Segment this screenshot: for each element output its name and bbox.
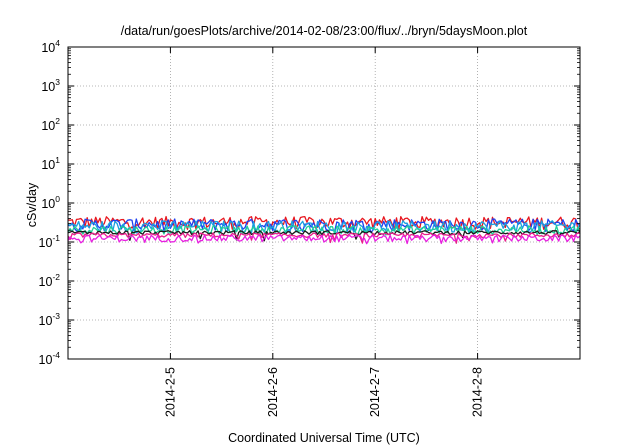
y-tick-base: 10: [39, 353, 53, 367]
y-tick-label: 10-3: [39, 311, 61, 328]
x-axis-label: Coordinated Universal Time (UTC): [228, 431, 420, 445]
x-tick-label: 2014-2-6: [266, 367, 280, 417]
y-tick-base: 10: [39, 275, 53, 289]
y-tick-label: 10-1: [39, 233, 61, 250]
y-tick-exponent: -3: [52, 311, 60, 321]
y-tick-base: 10: [41, 119, 55, 133]
y-tick-base: 10: [39, 236, 53, 250]
x-tick-label: 2014-2-5: [163, 367, 177, 417]
y-tick-exponent: -1: [52, 233, 60, 243]
y-tick-base: 10: [41, 80, 55, 94]
x-ticks: 2014-2-5 2014-2-6 2014-2-7 2014-2-8: [163, 47, 485, 417]
x-tick-label: 2014-2-7: [368, 367, 382, 417]
series-line: [67, 220, 581, 235]
y-tick-label: 101: [41, 155, 60, 172]
y-tick-exponent: 2: [55, 116, 60, 126]
y-tick-label: 100: [41, 194, 60, 211]
y-tick-label: 104: [41, 38, 60, 55]
y-tick-exponent: 3: [55, 77, 60, 87]
y-tick-base: 10: [39, 314, 53, 328]
y-tick-base: 10: [41, 158, 55, 172]
y-tick-label: 102: [41, 116, 60, 133]
series-layer: [67, 215, 581, 245]
series-line: [67, 232, 581, 244]
y-tick-exponent: 4: [55, 38, 60, 48]
y-tick-base: 10: [41, 197, 55, 211]
x-tick-label: 2014-2-8: [471, 367, 485, 417]
y-tick-base: 10: [41, 41, 55, 55]
y-tick-exponent: 1: [55, 155, 60, 165]
y-tick-exponent: 0: [55, 194, 60, 204]
y-tick-exponent: -2: [52, 272, 60, 282]
y-tick-label: 10-4: [39, 350, 61, 367]
chart-title: /data/run/goesPlots/archive/2014-02-08/2…: [121, 24, 528, 38]
grid: [68, 47, 580, 359]
y-tick-label: 10-2: [39, 272, 61, 289]
y-axis-label: cSv/day: [25, 182, 39, 227]
y-tick-label: 103: [41, 77, 60, 94]
series-line: [67, 234, 581, 245]
y-tick-exponent: -4: [52, 350, 60, 360]
